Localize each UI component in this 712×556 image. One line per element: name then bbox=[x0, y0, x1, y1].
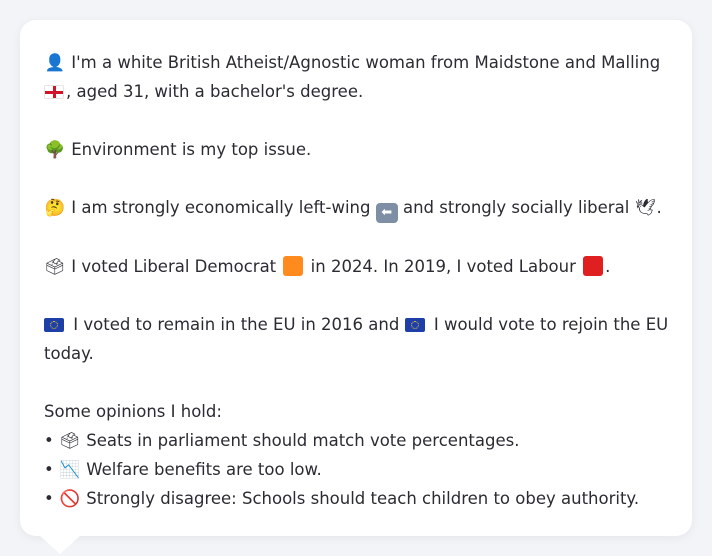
ballot-box-icon: 🗳 bbox=[44, 257, 66, 276]
england-flag-icon bbox=[44, 85, 64, 99]
opinions-heading: Some opinions I hold: bbox=[44, 402, 222, 421]
ideology-paragraph: 🤔 I am strongly economically left-wing ⬅… bbox=[44, 193, 668, 223]
opinion-text: Welfare benefits are too low. bbox=[86, 460, 322, 479]
top-issue-line: 🌳 Environment is my top issue. bbox=[44, 135, 668, 164]
thinking-face-icon: 🤔 bbox=[44, 198, 66, 217]
top-issue-paragraph: 🌳 Environment is my top issue. bbox=[44, 135, 668, 164]
intro-paragraph: 👤 I'm a white British Atheist/Agnostic w… bbox=[44, 48, 668, 106]
prohibited-icon: 🚫 bbox=[59, 489, 81, 508]
intro-text-2: , aged 31, with a bachelor's degree. bbox=[66, 82, 364, 101]
opinion-item: • 🚫 Strongly disagree: Schools should te… bbox=[44, 484, 668, 513]
lib-dem-color-square-icon bbox=[283, 256, 304, 276]
intro-line-1: 👤 I'm a white British Atheist/Agnostic w… bbox=[44, 48, 668, 77]
vote-text-a: I voted Liberal Democrat bbox=[71, 257, 277, 276]
labour-color-square-icon bbox=[583, 256, 604, 276]
intro-text-1: I'm a white British Atheist/Agnostic wom… bbox=[71, 53, 661, 72]
voting-line: 🗳 I voted Liberal Democrat in 2024. In 2… bbox=[44, 252, 668, 281]
opinion-item: • 🗳 Seats in parliament should match vot… bbox=[44, 426, 668, 455]
vote-text-b: in 2024. In 2019, I voted Labour bbox=[310, 257, 576, 276]
bubble-tail bbox=[40, 536, 80, 554]
opinion-text: Strongly disagree: Schools should teach … bbox=[86, 489, 640, 508]
eu-text-b: I would vote to rejoin the EU bbox=[433, 315, 669, 334]
ballot-box-icon: 🗳 bbox=[59, 431, 81, 450]
eu-line-2: today. bbox=[44, 339, 668, 368]
intro-line-2: , aged 31, with a bachelor's degree. bbox=[44, 77, 668, 106]
vote-end: . bbox=[605, 257, 611, 276]
bullet: • bbox=[44, 431, 54, 450]
top-issue-text: Environment is my top issue. bbox=[71, 140, 312, 159]
opinion-text: Seats in parliament should match vote pe… bbox=[86, 431, 520, 450]
eu-flag-icon bbox=[404, 318, 425, 332]
person-icon: 👤 bbox=[44, 53, 66, 72]
chart-decreasing-icon: 📉 bbox=[59, 460, 81, 479]
economics-text: I am strongly economically left-wing bbox=[71, 198, 371, 217]
social-text: and strongly socially liberal bbox=[402, 198, 630, 217]
opinions-section: Some opinions I hold: • 🗳 Seats in parli… bbox=[44, 397, 668, 513]
opinion-item: • 📉 Welfare benefits are too low. bbox=[44, 455, 668, 484]
ideology-line: 🤔 I am strongly economically left-wing ⬅… bbox=[44, 193, 668, 223]
voting-paragraph: 🗳 I voted Liberal Democrat in 2024. In 2… bbox=[44, 252, 668, 281]
dove-icon: 🕊 bbox=[635, 198, 657, 217]
eu-text-a: I voted to remain in the EU in 2016 and bbox=[73, 315, 400, 334]
eu-paragraph: I voted to remain in the EU in 2016 and … bbox=[44, 310, 668, 368]
eu-line-1: I voted to remain in the EU in 2016 and … bbox=[44, 310, 668, 339]
eu-flag-icon bbox=[44, 318, 64, 332]
eu-text-c: today. bbox=[44, 344, 94, 363]
left-arrow-icon: ⬅ bbox=[375, 203, 398, 223]
bullet: • bbox=[44, 489, 54, 508]
ideology-end: . bbox=[656, 198, 662, 217]
bullet: • bbox=[44, 460, 54, 479]
message-bubble: 👤 I'm a white British Atheist/Agnostic w… bbox=[20, 20, 692, 536]
tree-icon: 🌳 bbox=[44, 140, 66, 159]
